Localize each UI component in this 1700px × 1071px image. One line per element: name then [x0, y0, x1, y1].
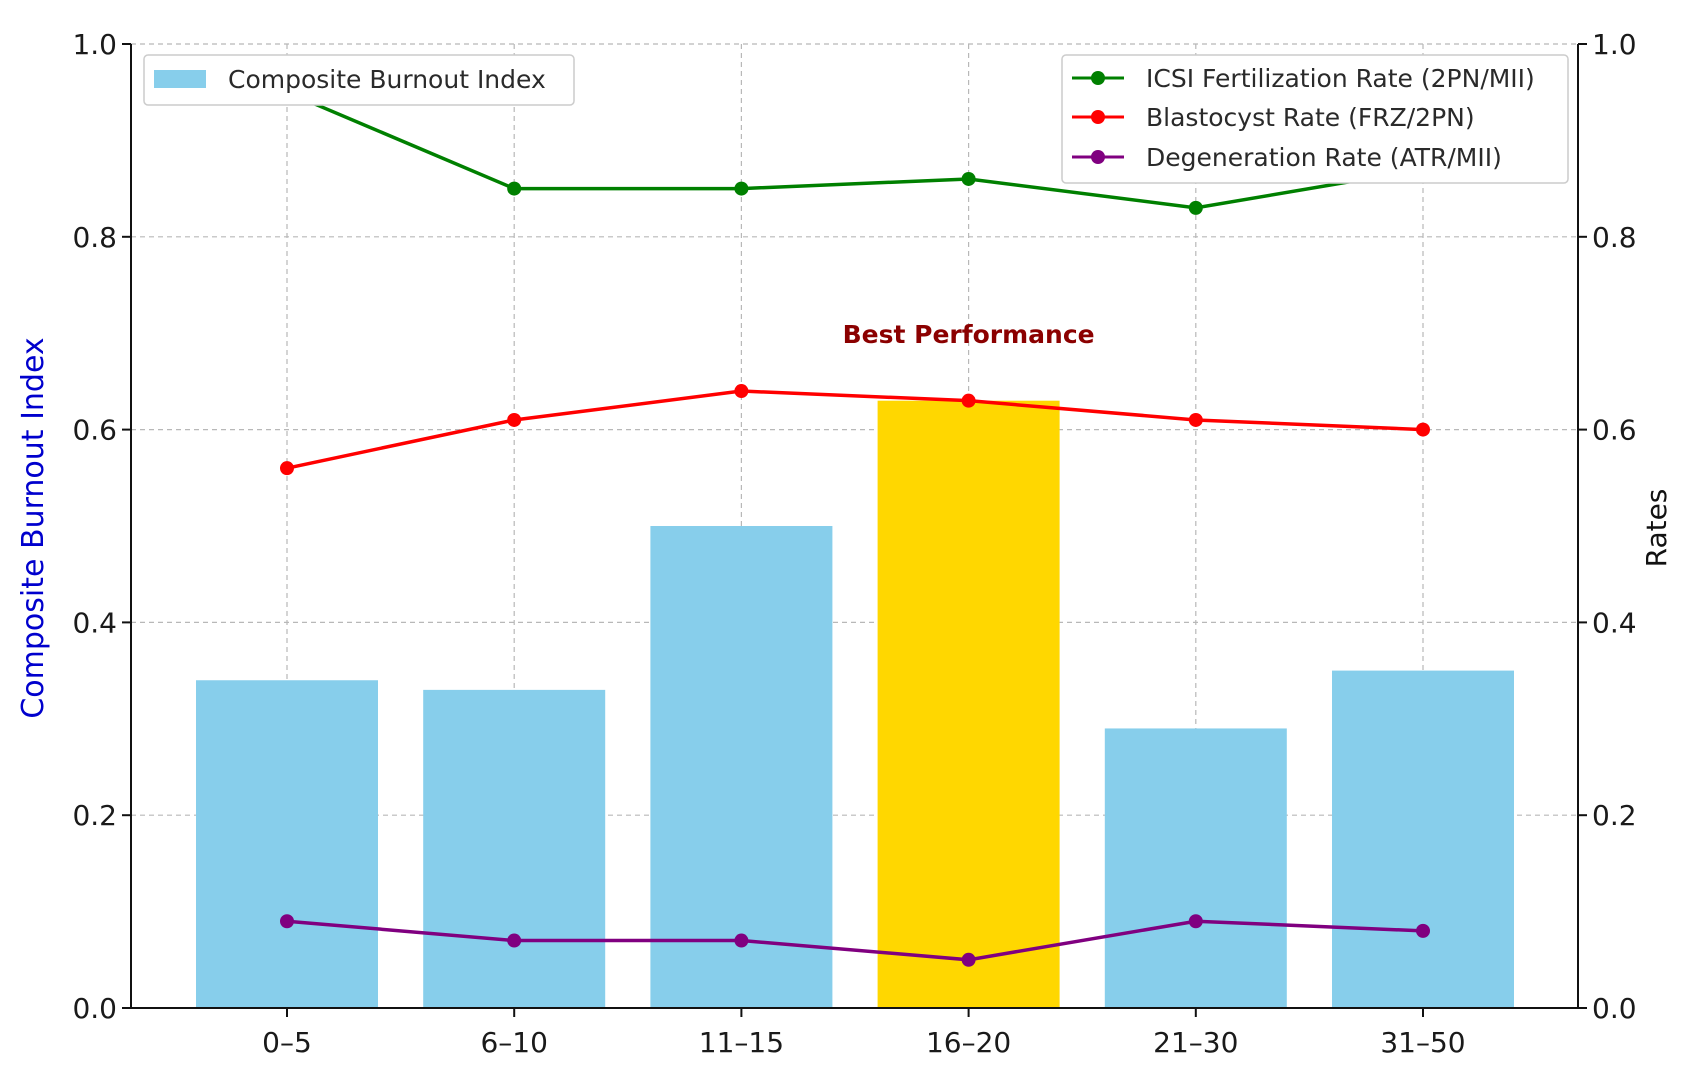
- best-performance-annotation: Best Performance: [843, 320, 1095, 349]
- axes-layer: 0.0 0.0 0.2 0.2 0.4 0.4 0.6 0.6 0.8 0.8 1.0 1.0 0–5 6…: [72, 28, 1636, 1059]
- series-point: [280, 914, 294, 929]
- legend-bar-swatch: [154, 70, 206, 88]
- y-axis-left-label: Composite Burnout Index: [16, 337, 51, 718]
- legend-degeneration-marker: [1091, 150, 1105, 164]
- series-point: [507, 933, 522, 948]
- x-tick-label: 0–5: [262, 1026, 312, 1059]
- series-point: [961, 171, 976, 186]
- legend-bar: Composite Burnout Index: [143, 54, 575, 106]
- legend-blastocyst-label: Blastocyst Rate (FRZ/2PN): [1146, 103, 1475, 132]
- series-point: [1188, 914, 1203, 929]
- y-right-tick-label: 0.4: [1592, 606, 1637, 639]
- y-left-tick-label: 1.0: [72, 28, 117, 61]
- legend-bar-frame: [143, 54, 575, 106]
- legend-bar-label: Composite Burnout Index: [228, 65, 546, 94]
- bar: [1332, 670, 1514, 1008]
- y-right-tick-label: 0.8: [1592, 221, 1637, 254]
- y-left-tick-label: 0.0: [72, 992, 117, 1025]
- series-point: [507, 412, 522, 427]
- bars-layer: [196, 400, 1514, 1008]
- y-right-tick-label: 0.2: [1592, 799, 1637, 832]
- series-point: [734, 181, 749, 196]
- y-left-tick-label: 0.6: [72, 414, 117, 447]
- legend-lines-frame: [1061, 54, 1569, 184]
- legend-blastocyst-marker: [1091, 110, 1105, 124]
- bar-highlighted: [877, 400, 1060, 1008]
- x-tick-label: 11–15: [699, 1026, 784, 1059]
- series-point: [734, 384, 749, 399]
- bar: [423, 689, 606, 1008]
- series-line: [286, 389, 1424, 470]
- y-right-tick-label: 1.0: [1592, 28, 1637, 61]
- y-left-tick-label: 0.8: [72, 221, 117, 254]
- series-point: [1188, 200, 1203, 215]
- series-point: [1416, 923, 1430, 938]
- x-tick-label: 6–10: [480, 1026, 547, 1059]
- series-point: [961, 393, 976, 408]
- x-tick-label: 16–20: [926, 1026, 1011, 1059]
- bar: [650, 526, 833, 1008]
- series-line: [286, 919, 1424, 962]
- y-right-tick-label: 0.6: [1592, 414, 1637, 447]
- y-left-tick-label: 0.4: [72, 606, 117, 639]
- series-point: [1416, 422, 1430, 437]
- y-axis-right-label: Rates: [1640, 489, 1673, 568]
- series-point: [961, 952, 976, 967]
- bar: [196, 680, 378, 1008]
- series-point: [280, 461, 294, 476]
- y-right-tick-label: 0.0: [1592, 992, 1637, 1025]
- series-line: [286, 90, 1424, 210]
- x-tick-label: 21–30: [1153, 1026, 1238, 1059]
- series-point: [507, 181, 522, 196]
- legend-icsi-marker: [1091, 71, 1105, 85]
- y-left-tick-label: 0.2: [72, 799, 117, 832]
- legend-lines: ICSI Fertilization Rate (2PN/MII) Blasto…: [1061, 54, 1569, 184]
- series-point: [1188, 412, 1203, 427]
- legend-degeneration-label: Degeneration Rate (ATR/MII): [1146, 143, 1502, 172]
- legend-icsi-label: ICSI Fertilization Rate (2PN/MII): [1146, 64, 1535, 93]
- series-point: [734, 933, 749, 948]
- bar: [1104, 728, 1287, 1008]
- x-tick-label: 31–50: [1380, 1026, 1465, 1059]
